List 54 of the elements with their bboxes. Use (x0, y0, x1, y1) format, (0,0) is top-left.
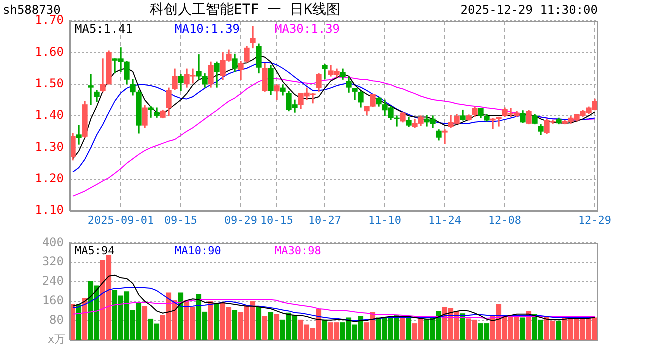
bar (274, 314, 280, 340)
x-tick-label: 2025-09-01 (88, 214, 154, 227)
bar (322, 320, 328, 340)
y-tick-label: 1.70 (35, 13, 64, 28)
bar (208, 302, 214, 340)
text: MA10:90 (175, 244, 222, 258)
x-tick-label: 11-10 (368, 214, 402, 227)
text: MA30:1.39 (275, 22, 340, 36)
y-tick-label: 1.60 (35, 44, 64, 59)
candlestick (250, 26, 256, 49)
x-tick-label: 12-08 (488, 214, 522, 227)
candlestick (394, 116, 400, 127)
text: MA30:98 (275, 244, 322, 258)
bar (256, 307, 262, 340)
y-tick-label: 1.20 (35, 171, 64, 186)
y-tick-label: 1.30 (35, 140, 64, 154)
bar (178, 292, 184, 340)
x-tick-label: 10-27 (308, 214, 342, 227)
y-tick-label: 320 (42, 254, 64, 269)
bar (76, 304, 82, 340)
bar (268, 312, 274, 340)
x-tick-label: 12-29 (578, 214, 612, 227)
y-axis-title: x万 (48, 332, 66, 347)
candlestick (148, 106, 154, 118)
text: MA10:1.39 (175, 22, 240, 36)
y-tick-label: 1.40 (35, 108, 64, 122)
bar (520, 318, 526, 340)
x-tick-label: 11-24 (428, 214, 462, 227)
y-tick-label: 160 (42, 293, 64, 308)
y-tick-label: 80 (50, 312, 64, 327)
bar (526, 311, 532, 340)
y-tick-label: 240 (42, 274, 64, 288)
x-tick-label: 09-29 (224, 214, 258, 227)
bar (556, 320, 562, 340)
bar (142, 306, 148, 340)
text: MA5:1.41 (75, 22, 133, 36)
candlestick (442, 130, 448, 144)
y-tick-label: 1.50 (35, 76, 64, 90)
chart-title: 科创人工智能ETF 一 日K线图 (150, 1, 341, 19)
candlestick (76, 125, 82, 145)
text: 2025-12-29 11:30:00 (460, 3, 598, 17)
series-label: MA5:94 (75, 244, 116, 258)
bar (214, 302, 220, 340)
y-tick-label: 1.10 (35, 203, 64, 218)
bar (232, 310, 238, 340)
bar (262, 316, 268, 340)
bar (406, 318, 412, 340)
bar (400, 316, 406, 340)
candlestick (88, 74, 94, 106)
y-tick-label: 400 (42, 235, 64, 250)
bar (82, 298, 88, 340)
x-tick-label: 09-15 (164, 214, 198, 227)
bar (460, 314, 466, 340)
x-tick-label: 10-15 (260, 214, 294, 227)
